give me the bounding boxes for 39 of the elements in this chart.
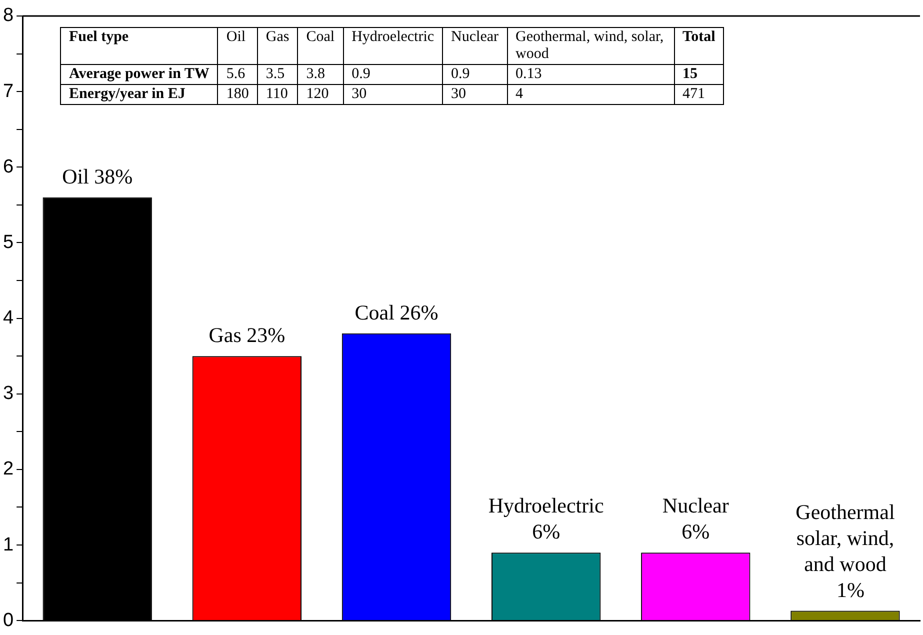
- annotation: 0.13: [507, 64, 674, 84]
- annotation: 30: [343, 84, 443, 104]
- annotation: Fuel type: [60, 28, 218, 64]
- data-label: Gas 23%: [208, 323, 286, 348]
- annotation: Geothermal, wind, solar, wood: [507, 28, 674, 64]
- annotation: 471: [674, 84, 724, 104]
- data-label: Oil 38%: [62, 164, 133, 188]
- y-tick-label: 6: [2, 156, 14, 178]
- annotation: 180: [218, 84, 258, 104]
- data-label: Geothermal solar, wind, and wood 1%: [796, 500, 895, 602]
- y-tick-label: 3: [2, 383, 14, 404]
- data-label: Nuclear 6%: [662, 494, 729, 544]
- annotation: Gas: [257, 28, 298, 64]
- annotation: Average power in TW: [60, 64, 218, 84]
- annotation: 120: [298, 84, 344, 104]
- y-tick-label: 4: [2, 308, 14, 329]
- y-tick-label: 5: [2, 232, 14, 253]
- annotation: 30: [442, 84, 508, 104]
- annotation: 4: [507, 84, 674, 104]
- annotation: 0.9: [343, 64, 443, 84]
- annotation: Oil: [218, 28, 258, 64]
- annotation: 3.8: [298, 64, 344, 84]
- y-tick-label: 2: [2, 458, 14, 480]
- annotation: Energy/year in EJ: [60, 84, 218, 104]
- data-label: Coal 26%: [354, 300, 438, 324]
- y-tick-label: 8: [2, 5, 14, 26]
- annotation: Total: [674, 28, 724, 64]
- y-tick-label: 1: [2, 534, 14, 556]
- data-label: Hydroelectric 6%: [488, 494, 604, 544]
- annotation: Hydroelectric: [343, 28, 443, 64]
- annotation: 5.6: [218, 64, 258, 84]
- annotation: Coal: [298, 28, 344, 64]
- y-tick-label: 0: [2, 610, 14, 631]
- annotation: 110: [257, 84, 298, 104]
- annotation: Nuclear: [442, 28, 508, 64]
- y-tick-label: 7: [2, 80, 14, 102]
- annotation: 0.9: [442, 64, 508, 84]
- annotation: 3.5: [257, 64, 298, 84]
- annotation: 15: [674, 64, 724, 84]
